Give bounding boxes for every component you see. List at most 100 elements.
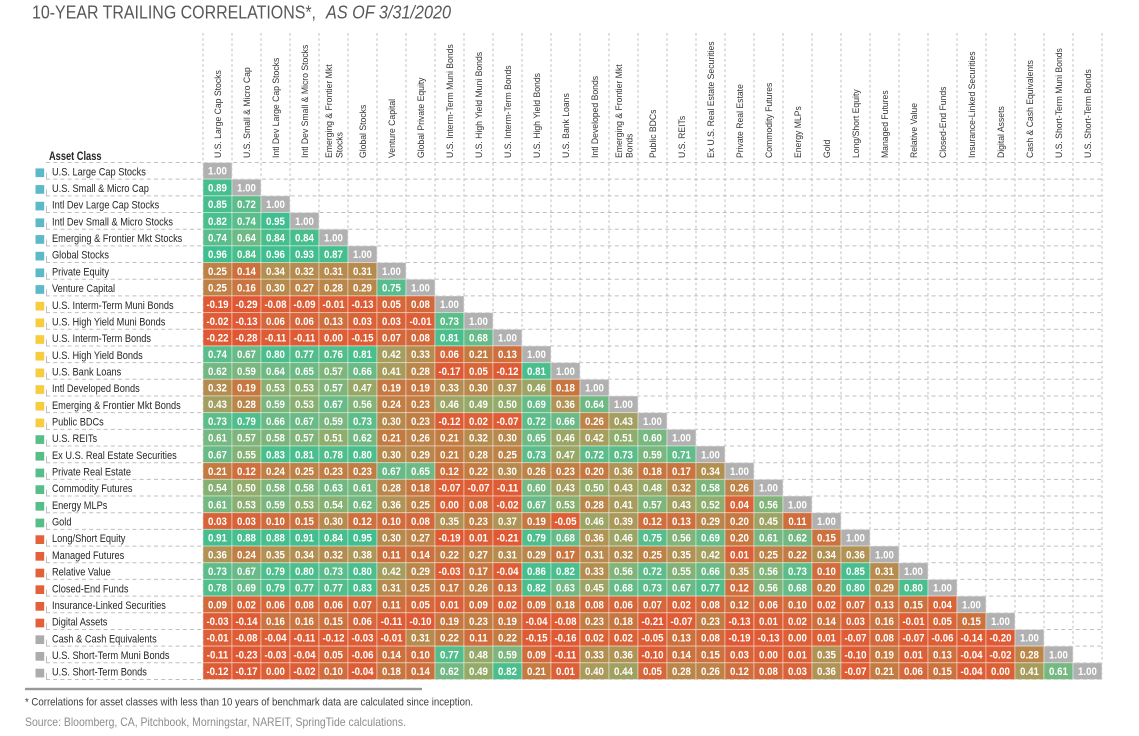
svg-text:1.00: 1.00	[962, 599, 981, 611]
svg-text:1.00: 1.00	[498, 333, 517, 345]
svg-text:0.00: 0.00	[991, 666, 1010, 678]
svg-text:0.18: 0.18	[643, 466, 662, 478]
svg-text:0.85: 0.85	[208, 199, 227, 211]
svg-text:0.29: 0.29	[875, 583, 894, 595]
svg-text:* Correlations for asset class: * Correlations for asset classes with le…	[25, 697, 473, 709]
svg-text:Intl Dev Small & Micro Stocks: Intl Dev Small & Micro Stocks	[52, 216, 173, 228]
svg-text:0.11: 0.11	[469, 633, 487, 645]
svg-text:0.46: 0.46	[556, 433, 575, 445]
svg-text:0.62: 0.62	[353, 499, 372, 511]
svg-text:-0.19: -0.19	[206, 299, 228, 311]
svg-text:0.39: 0.39	[614, 516, 633, 528]
svg-text:0.22: 0.22	[440, 549, 459, 561]
svg-text:-0.02: -0.02	[496, 499, 518, 511]
svg-text:0.58: 0.58	[266, 483, 285, 495]
svg-text:0.06: 0.06	[295, 316, 314, 328]
svg-text:0.20: 0.20	[730, 516, 749, 528]
svg-text:0.21: 0.21	[208, 466, 227, 478]
svg-text:0.64: 0.64	[237, 232, 257, 244]
svg-text:Ex U.S. Real Estate Securities: Ex U.S. Real Estate Securities	[706, 41, 716, 158]
svg-text:0.91: 0.91	[208, 533, 227, 545]
svg-text:0.29: 0.29	[527, 549, 546, 561]
svg-text:0.77: 0.77	[295, 583, 314, 595]
svg-text:0.61: 0.61	[1049, 666, 1068, 678]
svg-text:-0.13: -0.13	[728, 616, 750, 628]
svg-text:-0.20: -0.20	[989, 633, 1011, 645]
svg-text:0.15: 0.15	[904, 599, 923, 611]
svg-text:U.S. REITs: U.S. REITs	[677, 115, 687, 158]
svg-text:0.34: 0.34	[266, 266, 286, 278]
svg-text:Intl Dev Small & Micro Stocks: Intl Dev Small & Micro Stocks	[300, 44, 310, 158]
svg-text:0.72: 0.72	[527, 416, 546, 428]
svg-text:Intl Developed Bonds: Intl Developed Bonds	[590, 76, 600, 158]
svg-text:0.36: 0.36	[585, 533, 604, 545]
svg-text:0.37: 0.37	[498, 516, 517, 528]
svg-text:U.S. High Yield Bonds: U.S. High Yield Bonds	[532, 73, 542, 158]
svg-text:1.00: 1.00	[208, 166, 227, 178]
svg-text:0.83: 0.83	[353, 583, 372, 595]
svg-text:0.80: 0.80	[353, 566, 372, 578]
svg-text:-0.03: -0.03	[351, 633, 373, 645]
svg-text:0.01: 0.01	[817, 633, 836, 645]
svg-text:0.31: 0.31	[353, 266, 372, 278]
svg-text:0.28: 0.28	[469, 449, 488, 461]
svg-text:0.73: 0.73	[440, 316, 459, 328]
svg-text:0.15: 0.15	[817, 533, 836, 545]
svg-text:0.31: 0.31	[324, 266, 343, 278]
svg-text:0.59: 0.59	[237, 366, 256, 378]
svg-text:0.58: 0.58	[295, 483, 314, 495]
svg-text:0.56: 0.56	[353, 399, 372, 411]
svg-text:Commodity Futures: Commodity Futures	[764, 82, 774, 158]
svg-text:0.30: 0.30	[469, 383, 488, 395]
svg-text:0.61: 0.61	[208, 433, 227, 445]
svg-text:Digital Assets: Digital Assets	[52, 617, 108, 629]
svg-text:0.28: 0.28	[237, 399, 256, 411]
svg-text:0.67: 0.67	[237, 566, 256, 578]
svg-text:0.10: 0.10	[266, 516, 285, 528]
svg-text:0.50: 0.50	[585, 483, 604, 495]
svg-text:1.00: 1.00	[324, 232, 343, 244]
svg-text:0.06: 0.06	[904, 666, 923, 678]
svg-text:0.23: 0.23	[469, 616, 488, 628]
svg-text:0.06: 0.06	[266, 316, 285, 328]
svg-text:0.30: 0.30	[498, 466, 517, 478]
svg-text:-0.02: -0.02	[293, 666, 315, 678]
svg-text:0.05: 0.05	[324, 649, 343, 661]
svg-text:0.73: 0.73	[208, 416, 227, 428]
svg-text:0.02: 0.02	[469, 416, 488, 428]
svg-text:-0.03: -0.03	[206, 616, 228, 628]
svg-text:0.01: 0.01	[904, 649, 923, 661]
svg-text:0.62: 0.62	[353, 433, 372, 445]
svg-text:0.23: 0.23	[701, 616, 720, 628]
svg-text:-0.04: -0.04	[960, 666, 983, 678]
svg-text:0.08: 0.08	[295, 599, 314, 611]
svg-text:1.00: 1.00	[933, 583, 952, 595]
svg-text:0.23: 0.23	[353, 466, 372, 478]
svg-text:0.57: 0.57	[324, 366, 343, 378]
svg-text:0.73: 0.73	[643, 583, 662, 595]
svg-text:-0.12: -0.12	[438, 416, 460, 428]
svg-text:0.82: 0.82	[527, 583, 546, 595]
svg-text:-0.08: -0.08	[264, 299, 286, 311]
svg-text:0.03: 0.03	[353, 316, 372, 328]
svg-text:0.04: 0.04	[933, 599, 953, 611]
svg-text:0.10: 0.10	[382, 516, 401, 528]
svg-text:Closed-End Funds: Closed-End Funds	[938, 86, 948, 158]
svg-text:0.67: 0.67	[527, 499, 546, 511]
svg-text:0.02: 0.02	[237, 599, 256, 611]
svg-text:0.53: 0.53	[295, 399, 314, 411]
svg-text:0.31: 0.31	[498, 549, 517, 561]
svg-text:-0.19: -0.19	[728, 633, 750, 645]
svg-text:0.68: 0.68	[788, 583, 807, 595]
svg-text:0.14: 0.14	[672, 649, 692, 661]
svg-text:-0.04: -0.04	[351, 666, 374, 678]
svg-text:0.08: 0.08	[469, 499, 488, 511]
svg-text:0.10: 0.10	[324, 666, 343, 678]
svg-text:0.51: 0.51	[324, 433, 343, 445]
svg-text:1.00: 1.00	[875, 549, 894, 561]
svg-text:-0.10: -0.10	[641, 649, 663, 661]
svg-text:0.22: 0.22	[469, 466, 488, 478]
svg-text:0.93: 0.93	[295, 249, 314, 261]
svg-text:0.34: 0.34	[295, 549, 315, 561]
svg-text:0.42: 0.42	[382, 349, 401, 361]
